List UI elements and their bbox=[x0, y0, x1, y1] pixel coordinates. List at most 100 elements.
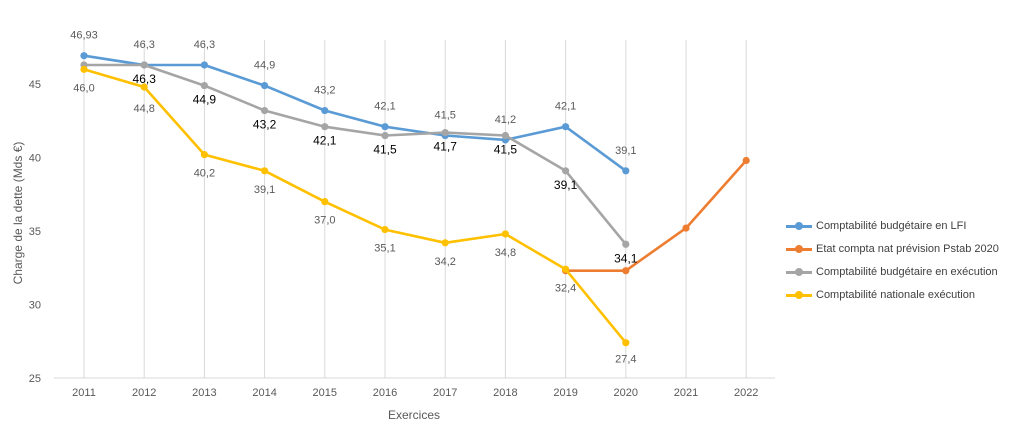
data-label-s1-2013: 46,3 bbox=[194, 39, 215, 51]
series-4-point-1 bbox=[80, 65, 88, 73]
legend-item-4: Comptabilité nationale exécution bbox=[786, 283, 999, 306]
y-axis-title: Charge de la dette (Mds €) bbox=[11, 142, 25, 285]
x-axis-title: Exercices bbox=[388, 408, 440, 422]
data-label-s3-2014: 43,2 bbox=[253, 118, 277, 132]
legend-item-1: Comptabilité budgétaire en LFI bbox=[786, 214, 999, 237]
data-label-s3-2019: 39,1 bbox=[554, 178, 578, 192]
vertical-grid-lines bbox=[83, 40, 747, 378]
series-2-point-4 bbox=[742, 156, 750, 165]
series-3-point-10 bbox=[622, 240, 630, 248]
data-label-s1-2014: 44,9 bbox=[254, 60, 275, 72]
data-label-s1-2018: 41,2 bbox=[495, 114, 516, 126]
series-4-point-6 bbox=[381, 225, 389, 234]
legend-label: Comptabilité budgétaire en exécution bbox=[816, 265, 998, 278]
series-lines bbox=[80, 52, 750, 347]
x-tick-label-2012: 2012 bbox=[132, 387, 156, 399]
data-label-s3-2018: 41,5 bbox=[494, 143, 518, 157]
data-labels: 46,93 46,3 46,3 44,9 43,2 42,1 41,5 41,2 42,1 39,… bbox=[70, 30, 638, 366]
series-4-point-4 bbox=[261, 167, 269, 175]
x-axis: 2011 2012 2013 2014 2015 2016 2017 2018 2019 2020… bbox=[54, 377, 775, 399]
y-axis-tick-labels: 25 30 35 40 45 bbox=[29, 79, 41, 385]
x-tick-label-2013: 2013 bbox=[192, 387, 216, 399]
series-3-point-6 bbox=[381, 131, 389, 140]
series-line-2 bbox=[565, 159, 748, 273]
series-line-3 bbox=[84, 63, 627, 246]
series-2-point-2 bbox=[622, 267, 630, 275]
series-3-point-3 bbox=[200, 81, 208, 90]
data-label-s4-2016: 35,1 bbox=[374, 243, 395, 255]
series-4-point-5 bbox=[321, 198, 329, 206]
y-tick-label-40: 40 bbox=[29, 153, 41, 165]
data-label-s3-2015: 42,1 bbox=[313, 134, 337, 148]
data-label-s3-2013: 44,9 bbox=[193, 93, 217, 107]
x-tick-label-2014: 2014 bbox=[252, 387, 276, 399]
series-4-point-2 bbox=[140, 83, 148, 91]
legend-swatch bbox=[786, 221, 812, 231]
data-label-s1-2011: 46,93 bbox=[70, 30, 98, 42]
data-label-s4-2011: 46,0 bbox=[73, 82, 94, 94]
data-label-s4-2018: 34,8 bbox=[495, 247, 516, 259]
legend-item-2: Etat compta nat prévision Pstab 2020 bbox=[786, 237, 999, 260]
data-label-s3-2016: 41,5 bbox=[373, 143, 397, 157]
data-label-s1-2015: 43,2 bbox=[314, 85, 335, 97]
x-tick-label-2022: 2022 bbox=[734, 387, 758, 399]
series-3-point-2 bbox=[140, 61, 148, 69]
x-tick-label-2020: 2020 bbox=[614, 387, 638, 399]
data-label-s3-2012: 46,3 bbox=[133, 72, 157, 86]
series-2-point-3 bbox=[682, 224, 690, 232]
series-1-point-9 bbox=[562, 123, 570, 131]
data-label-s1-2017: 41,5 bbox=[434, 110, 455, 122]
data-label-s4-2015: 37,0 bbox=[314, 215, 335, 227]
data-label-s4-2019: 32,4 bbox=[555, 282, 576, 294]
legend-swatch bbox=[786, 290, 812, 300]
x-tick-label-2015: 2015 bbox=[313, 387, 337, 399]
data-label-s4-2014: 39,1 bbox=[254, 184, 275, 196]
series-3-point-8 bbox=[501, 131, 509, 140]
data-label-s1-2020: 39,1 bbox=[615, 145, 636, 157]
x-tick-label-2018: 2018 bbox=[493, 387, 517, 399]
y-tick-label-30: 30 bbox=[29, 300, 41, 312]
legend-swatch bbox=[786, 267, 812, 277]
series-1-point-10 bbox=[622, 167, 630, 175]
series-4-point-7 bbox=[441, 239, 449, 247]
series-3-point-5 bbox=[321, 123, 329, 131]
data-label-s1-2016: 42,1 bbox=[374, 101, 395, 113]
y-tick-label-25: 25 bbox=[29, 373, 41, 385]
series-3-point-7 bbox=[441, 128, 449, 137]
series-1-point-4 bbox=[261, 81, 269, 90]
x-tick-label-2016: 2016 bbox=[373, 387, 397, 399]
series-1-point-3 bbox=[200, 61, 208, 69]
series-4-point-9 bbox=[562, 265, 570, 273]
data-label-s1-2019: 42,1 bbox=[555, 101, 576, 113]
x-tick-label-2011: 2011 bbox=[72, 387, 96, 399]
series-4-point-10 bbox=[622, 339, 630, 347]
series-4-point-8 bbox=[501, 230, 509, 238]
data-label-s3-2020: 34,1 bbox=[614, 251, 638, 265]
legend-label: Etat compta nat prévision Pstab 2020 bbox=[816, 242, 999, 255]
data-label-s4-2013: 40,2 bbox=[194, 168, 215, 180]
y-tick-label-45: 45 bbox=[29, 79, 41, 91]
x-tick-label-2019: 2019 bbox=[553, 387, 577, 399]
series-3-point-9 bbox=[562, 167, 570, 175]
x-tick-label-2017: 2017 bbox=[433, 387, 457, 399]
legend-swatch bbox=[786, 244, 812, 254]
series-1-point-5 bbox=[321, 106, 329, 115]
legend-item-3: Comptabilité budgétaire en exécution bbox=[786, 260, 999, 283]
series-4-point-3 bbox=[200, 151, 208, 159]
y-tick-label-35: 35 bbox=[29, 226, 41, 238]
series-3-point-4 bbox=[261, 106, 269, 115]
data-label-s3-2017: 41,7 bbox=[434, 140, 458, 154]
x-tick-label-2021: 2021 bbox=[674, 387, 698, 399]
legend-label: Comptabilité budgétaire en LFI bbox=[816, 219, 967, 232]
series-line-4 bbox=[83, 68, 627, 344]
data-label-s4-2012: 44,8 bbox=[133, 103, 154, 115]
data-label-s4-2020: 27,4 bbox=[615, 354, 636, 366]
data-label-s4-2017: 34,2 bbox=[434, 256, 455, 268]
chart-legend: Comptabilité budgétaire en LFI Etat compt… bbox=[786, 214, 999, 306]
series-1-point-6 bbox=[381, 123, 389, 131]
series-line-1 bbox=[83, 54, 627, 172]
series-1-point-1 bbox=[80, 52, 88, 60]
data-label-s1-2012: 46,3 bbox=[133, 39, 154, 51]
legend-label: Comptabilité nationale exécution bbox=[816, 288, 975, 301]
